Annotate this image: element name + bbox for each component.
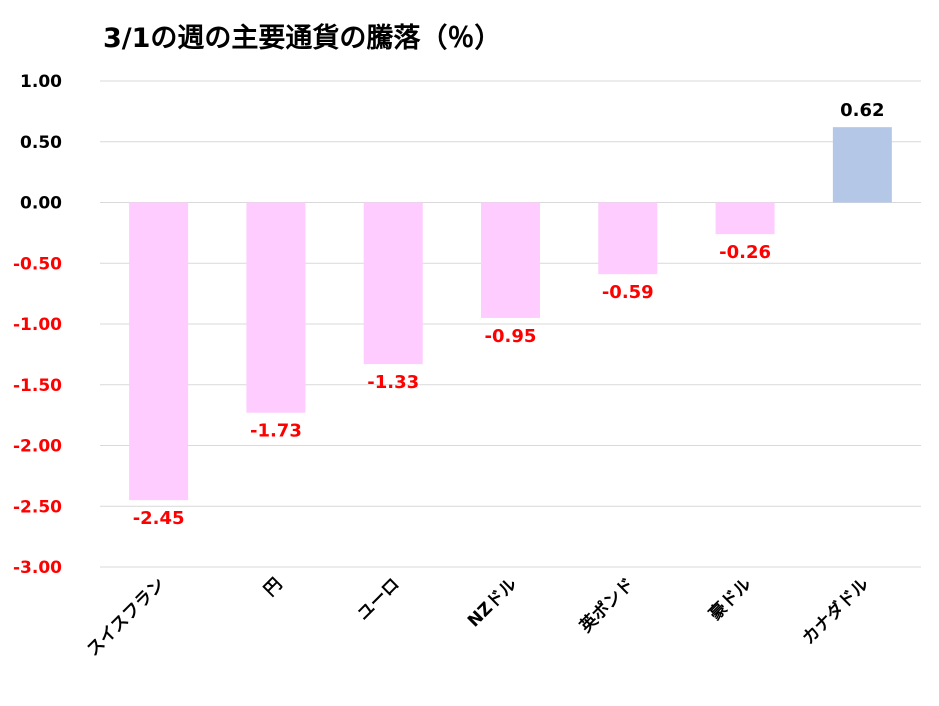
y-tick-label: -1.50	[13, 376, 62, 396]
data-label: -0.95	[485, 326, 537, 347]
bars	[129, 127, 892, 501]
y-tick-label: 0.50	[20, 133, 62, 153]
bar	[481, 202, 540, 318]
chart-title: 3/1の週の主要通貨の騰落（％）	[103, 22, 501, 54]
bar	[363, 202, 423, 365]
x-tick-label: ユーロ	[354, 574, 404, 624]
gridlines	[100, 80, 921, 568]
data-label: -0.59	[602, 282, 654, 303]
x-axis: スイスフラン 円 ユーロ NZドル 英ポンド 豪ドル カナダドル	[83, 574, 873, 661]
data-label: -1.73	[250, 421, 302, 442]
data-label: 0.62	[840, 100, 884, 121]
bar	[832, 127, 892, 203]
x-tick-label: スイスフラン	[83, 574, 169, 660]
x-tick-label: カナダドル	[798, 574, 873, 649]
bar	[715, 202, 775, 235]
y-tick-label: -1.00	[13, 315, 62, 335]
y-axis: 1.00 0.50 0.00 -0.50 -1.00 -1.50 -2.00 -2.50 -3.…	[13, 72, 62, 578]
y-tick-label: -3.00	[13, 558, 62, 578]
y-tick-label: -0.50	[13, 254, 62, 274]
y-tick-label: 0.00	[20, 194, 62, 214]
x-tick-label: 英ポンド	[575, 574, 638, 637]
x-tick-label: NZドル	[464, 574, 521, 631]
data-label: -0.26	[719, 242, 771, 263]
x-tick-label: 豪ドル	[705, 574, 756, 625]
data-labels: -2.45 -1.73 -1.33 -0.95 -0.59 -0.26 0.62	[133, 100, 885, 529]
x-tick-label: 円	[260, 574, 286, 600]
bar	[129, 202, 189, 501]
data-label: -1.33	[367, 372, 419, 393]
data-label: -2.45	[133, 508, 185, 529]
bar	[246, 202, 306, 413]
y-tick-label: -2.50	[13, 497, 62, 517]
y-tick-label: 1.00	[20, 72, 62, 92]
y-tick-label: -2.00	[13, 437, 62, 457]
bar	[598, 202, 658, 275]
